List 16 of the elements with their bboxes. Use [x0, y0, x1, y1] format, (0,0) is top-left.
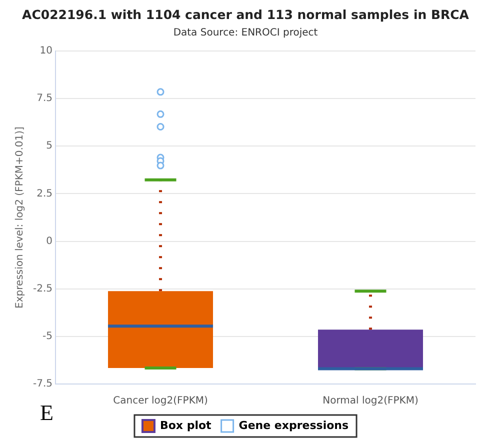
y-tick-label: -7.5 — [32, 378, 53, 390]
legend-label: Gene expressions — [238, 418, 349, 432]
y-tick-label: 5 — [46, 140, 53, 152]
y-tick-label: -2.5 — [32, 283, 53, 294]
y-axis-title: Expression level: log2 (FPKM+0.01)] — [14, 126, 26, 308]
chart-title: AC022196.1 with 1104 cancer and 113 normal samples in BRCA — [22, 6, 470, 22]
x-tick-label: Cancer log2(FPKM) — [113, 396, 208, 407]
y-tick-label: -5 — [42, 331, 53, 342]
legend-label: Box plot — [160, 418, 212, 432]
y-tick-label: 7.5 — [36, 93, 53, 104]
y-tick-label: 0 — [46, 236, 53, 247]
x-tick-label: Normal log2(FPKM) — [322, 396, 418, 407]
y-tick-label: 10 — [40, 46, 53, 57]
text: E — [40, 400, 54, 425]
chart-subtitle: Data Source: ENROCI project — [173, 28, 318, 39]
y-tick-label: 2.5 — [36, 188, 53, 200]
